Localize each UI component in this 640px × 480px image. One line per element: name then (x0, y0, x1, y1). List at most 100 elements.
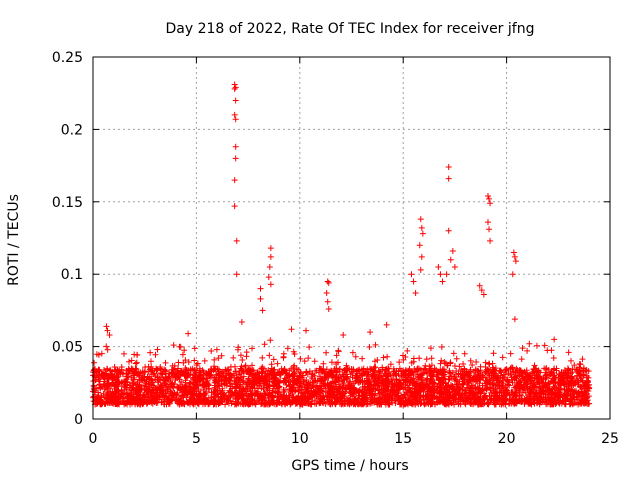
baseline-point (124, 391, 131, 398)
baseline-point (113, 371, 120, 378)
baseline-point (185, 398, 192, 405)
baseline-point (100, 371, 107, 378)
baseline-point (472, 373, 479, 380)
baseline-point (486, 361, 493, 368)
baseline-point (421, 385, 428, 392)
baseline-point (358, 372, 365, 379)
baseline-point (244, 369, 251, 376)
baseline-point (283, 395, 290, 402)
baseline-point (147, 349, 154, 356)
baseline-point (438, 397, 445, 404)
baseline-point (149, 400, 156, 407)
baseline-point (305, 355, 312, 362)
baseline-point (373, 400, 380, 407)
baseline-point (280, 392, 287, 399)
baseline-point (228, 373, 235, 380)
baseline-point (282, 379, 289, 386)
baseline-point (218, 380, 225, 387)
baseline-point (269, 393, 276, 400)
baseline-point (396, 365, 403, 372)
baseline-point (306, 400, 313, 407)
baseline-point (200, 368, 207, 375)
baseline-point (166, 393, 173, 400)
baseline-point (230, 354, 237, 361)
baseline-point (568, 395, 575, 402)
baseline-point (276, 370, 283, 377)
data-point (484, 193, 491, 200)
data-point (437, 271, 444, 278)
baseline-point (215, 377, 222, 384)
baseline-point (191, 357, 198, 364)
baseline-point (316, 389, 323, 396)
baseline-point (406, 379, 413, 386)
baseline-point (459, 394, 466, 401)
baseline-point (334, 393, 341, 400)
baseline-point (237, 352, 244, 359)
baseline-point (488, 396, 495, 403)
baseline-point (325, 399, 332, 406)
baseline-point (456, 363, 463, 370)
baseline-point (162, 359, 169, 366)
baseline-point (365, 371, 372, 378)
baseline-point (446, 389, 453, 396)
data-point (408, 271, 415, 278)
baseline-point (134, 396, 141, 403)
baseline-point (467, 367, 474, 374)
baseline-point (461, 365, 468, 372)
baseline-point (522, 370, 529, 377)
baseline-point (370, 367, 377, 374)
data-point (232, 143, 239, 150)
baseline-point (494, 377, 501, 384)
x-tick-label: 15 (394, 431, 412, 447)
baseline-point (542, 372, 549, 379)
baseline-point (389, 389, 396, 396)
baseline-point (208, 347, 215, 354)
baseline-point (348, 368, 355, 375)
baseline-point (350, 380, 357, 387)
baseline-point (385, 397, 392, 404)
baseline-point (223, 382, 230, 389)
baseline-point (123, 373, 130, 380)
data-point (480, 291, 487, 298)
baseline-point (395, 371, 402, 378)
baseline-point (539, 376, 546, 383)
baseline-point (136, 381, 143, 388)
baseline-point (498, 383, 505, 390)
baseline-point (292, 397, 299, 404)
baseline-point (233, 384, 240, 391)
baseline-point (568, 388, 575, 395)
baseline-point (242, 363, 249, 370)
x-tick-label: 5 (192, 431, 201, 447)
baseline-point (267, 337, 274, 344)
baseline-point (494, 382, 501, 389)
baseline-point (359, 396, 366, 403)
baseline-point (557, 379, 564, 386)
baseline-point (135, 400, 142, 407)
baseline-point (436, 390, 443, 397)
baseline-point (416, 382, 423, 389)
data-point (443, 271, 450, 278)
baseline-point (324, 371, 331, 378)
baseline-point (173, 391, 180, 398)
baseline-point (537, 385, 544, 392)
x-axis-tick-labels: 0 5 10 15 20 25 (89, 431, 619, 447)
baseline-point (238, 388, 245, 395)
baseline-point (195, 386, 202, 393)
baseline-point (575, 369, 582, 376)
baseline-point (274, 392, 281, 399)
baseline-point (407, 400, 414, 407)
baseline-point (527, 399, 534, 406)
baseline-point (453, 367, 460, 374)
baseline-point (239, 356, 246, 363)
baseline-point (187, 371, 194, 378)
baseline-point (338, 374, 345, 381)
baseline-point (344, 400, 351, 407)
data-point (447, 256, 454, 263)
baseline-point (531, 393, 538, 400)
baseline-point (333, 383, 340, 390)
baseline-point (538, 389, 545, 396)
baseline-point (201, 381, 208, 388)
baseline-point (467, 357, 474, 364)
baseline-point (293, 376, 300, 383)
baseline-point (582, 382, 589, 389)
